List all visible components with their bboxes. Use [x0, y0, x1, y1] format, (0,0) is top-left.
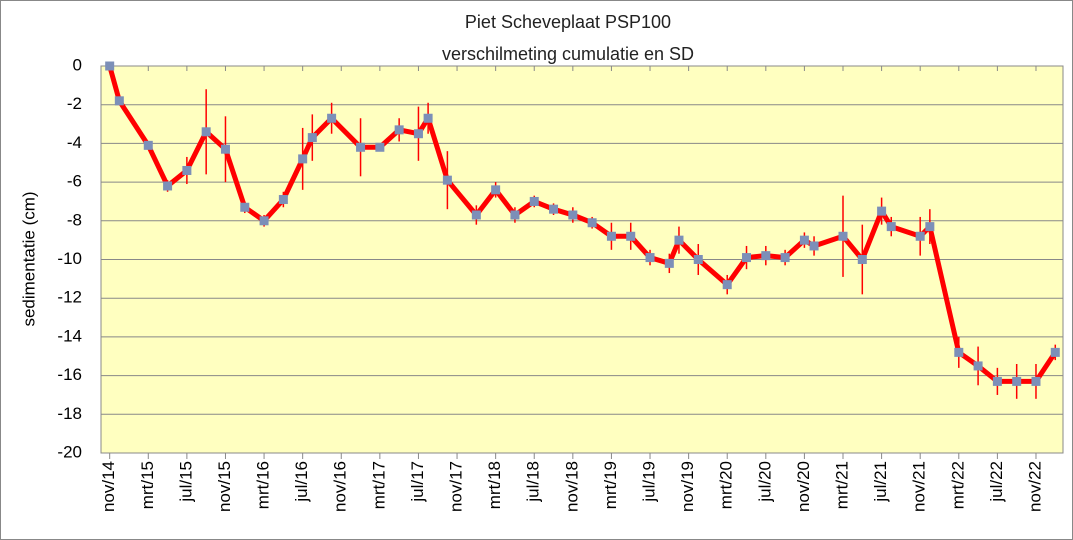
data-marker: [220, 144, 230, 154]
data-marker: [886, 222, 896, 232]
data-marker: [442, 175, 452, 185]
y-tick-label: 0: [73, 55, 82, 74]
y-tick-label: -20: [57, 442, 82, 461]
x-tick-label: nov/19: [678, 461, 697, 512]
data-marker: [529, 196, 539, 206]
data-marker: [549, 204, 559, 214]
chart-title: Piet Scheveplaat PSP100: [465, 12, 671, 32]
x-tick-label: nov/15: [215, 461, 234, 512]
x-tick-label: nov/16: [331, 461, 350, 512]
x-tick-label: mrt/17: [369, 461, 388, 509]
data-marker: [925, 222, 935, 232]
data-marker: [674, 235, 684, 245]
data-marker: [587, 218, 597, 228]
x-tick-label: nov/21: [910, 461, 929, 512]
x-tick-label: nov/20: [794, 461, 813, 512]
data-marker: [954, 347, 964, 357]
x-tick-label: jul/17: [408, 461, 427, 503]
data-marker: [240, 202, 250, 212]
x-tick-label: nov/22: [1025, 461, 1044, 512]
data-marker: [105, 61, 115, 71]
y-tick-label: -14: [57, 326, 82, 345]
data-marker: [742, 253, 752, 263]
x-tick-label: mrt/15: [138, 461, 157, 509]
chart-subtitle: verschilmeting cumulatie en SD: [442, 44, 694, 64]
x-tick-label: mrt/19: [601, 461, 620, 509]
x-tick-label: nov/18: [562, 461, 581, 512]
data-marker: [809, 241, 819, 251]
data-marker: [413, 129, 423, 139]
data-marker: [799, 235, 809, 245]
data-marker: [606, 231, 616, 241]
x-tick-label: mrt/18: [485, 461, 504, 509]
x-tick-label: nov/17: [447, 461, 466, 512]
data-marker: [375, 142, 385, 152]
x-tick-label: jul/15: [176, 461, 195, 503]
data-marker: [915, 231, 925, 241]
data-marker: [1050, 347, 1060, 357]
y-tick-label: -6: [67, 172, 82, 191]
x-tick-label: nov/14: [99, 461, 118, 512]
data-marker: [298, 154, 308, 164]
data-marker: [423, 113, 433, 123]
data-marker: [973, 361, 983, 371]
data-marker: [1031, 376, 1041, 386]
x-tick-label: jul/21: [871, 461, 890, 503]
y-tick-label: -8: [67, 210, 82, 229]
x-tick-label: jul/22: [987, 461, 1006, 503]
data-marker: [780, 253, 790, 263]
data-marker: [992, 376, 1002, 386]
x-tick-label: mrt/21: [832, 461, 851, 509]
data-marker: [143, 140, 153, 150]
x-tick-label: jul/19: [640, 461, 659, 503]
data-marker: [568, 210, 578, 220]
y-tick-label: -10: [57, 249, 82, 268]
x-tick-label: jul/18: [524, 461, 543, 503]
data-marker: [645, 253, 655, 263]
data-marker: [394, 125, 404, 135]
data-marker: [471, 210, 481, 220]
y-axis-label: sedimentatie (cm): [19, 191, 38, 326]
data-marker: [182, 165, 192, 175]
data-marker: [838, 231, 848, 241]
x-tick-label: mrt/22: [948, 461, 967, 509]
data-marker: [761, 251, 771, 261]
data-marker: [857, 255, 867, 264]
y-tick-label: -4: [67, 133, 82, 152]
data-marker: [163, 181, 173, 191]
y-tick-label: -2: [67, 94, 82, 113]
data-marker: [278, 195, 288, 205]
x-tick-label: mrt/16: [254, 461, 273, 509]
data-marker: [356, 142, 366, 152]
y-tick-label: -18: [57, 404, 82, 423]
data-marker: [201, 127, 211, 137]
data-marker: [307, 133, 317, 143]
y-tick-label: -12: [57, 288, 82, 307]
data-marker: [1012, 376, 1022, 386]
data-marker: [114, 96, 124, 106]
x-tick-label: jul/20: [755, 461, 774, 503]
data-marker: [722, 280, 732, 290]
data-marker: [626, 231, 636, 241]
x-tick-label: mrt/20: [717, 461, 736, 509]
data-marker: [693, 255, 703, 264]
y-tick-label: -16: [57, 365, 82, 384]
x-tick-label: jul/16: [292, 461, 311, 503]
data-marker: [259, 216, 269, 226]
data-marker: [510, 210, 520, 220]
data-marker: [491, 185, 501, 195]
data-marker: [877, 206, 887, 216]
data-marker: [327, 113, 337, 123]
data-marker: [664, 258, 674, 268]
